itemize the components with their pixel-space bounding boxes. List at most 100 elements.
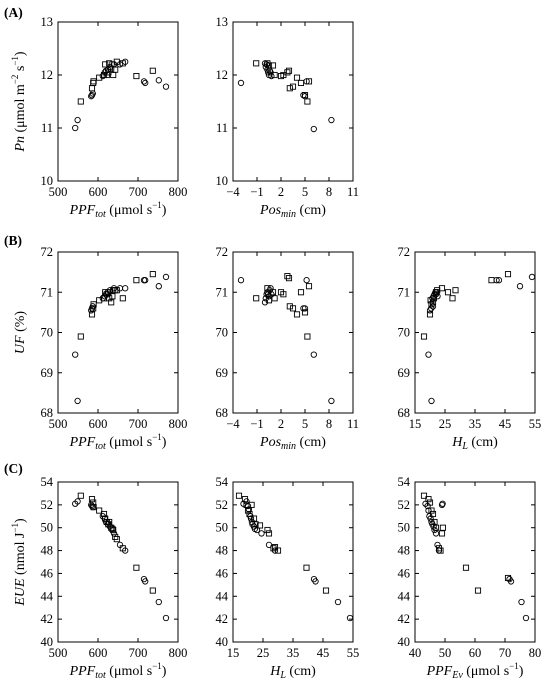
circle-marker xyxy=(162,614,170,622)
square-marker xyxy=(449,295,456,302)
circle-marker xyxy=(434,293,441,300)
y-tick-label: 50 xyxy=(398,521,411,535)
y-tick-label: 48 xyxy=(41,544,54,558)
circle-marker xyxy=(268,72,275,80)
y-axis-label: EUE (nmol J−1) xyxy=(10,518,28,607)
panel-label: (B) xyxy=(4,233,22,248)
x-tick-label: 55 xyxy=(529,417,542,431)
square-marker xyxy=(285,275,293,282)
x-tick-label: 60 xyxy=(469,646,482,660)
y-tick-label: 42 xyxy=(398,612,411,626)
square-marker xyxy=(269,62,277,69)
x-tick-label: 700 xyxy=(129,417,148,431)
square-marker xyxy=(90,499,97,506)
square-marker xyxy=(109,525,116,532)
x-tick-label: 35 xyxy=(287,646,300,660)
x-tick-label: 70 xyxy=(499,646,512,660)
square-marker xyxy=(246,510,253,518)
circle-marker xyxy=(155,283,162,290)
y-tick-label: 54 xyxy=(398,475,411,489)
y-tick-label: 54 xyxy=(216,475,229,489)
square-marker xyxy=(301,92,309,99)
circle-marker xyxy=(439,500,446,507)
circle-marker xyxy=(328,116,335,124)
x-tick-label: 25 xyxy=(257,646,270,660)
circle-marker xyxy=(268,291,275,298)
plot-frame xyxy=(57,251,179,414)
y-tick-label: 50 xyxy=(41,521,54,535)
square-marker xyxy=(108,299,115,306)
square-marker xyxy=(119,545,126,552)
x-tick-label: 600 xyxy=(89,417,108,431)
plot-frame xyxy=(232,251,354,414)
circle-marker xyxy=(310,125,317,133)
square-marker xyxy=(488,277,495,284)
y-tick-label: 12 xyxy=(41,68,54,82)
circle-marker xyxy=(425,351,432,358)
square-marker xyxy=(250,515,258,522)
y-tick-label: 72 xyxy=(41,245,54,259)
y-tick-label: 69 xyxy=(398,366,411,380)
square-marker xyxy=(241,496,249,503)
y-tick-label: 40 xyxy=(398,635,411,649)
circle-marker xyxy=(328,397,335,405)
square-marker xyxy=(269,289,277,296)
circle-marker xyxy=(155,77,162,84)
square-marker xyxy=(149,587,156,594)
plot-frame xyxy=(57,21,179,182)
circle-marker xyxy=(88,502,96,510)
y-tick-label: 68 xyxy=(398,406,411,420)
y-tick-label: 48 xyxy=(398,544,411,558)
x-axis-label: PPFtot (μmol s−1) xyxy=(69,200,167,220)
x-tick-label: −4 xyxy=(226,185,240,199)
x-tick-label: 2 xyxy=(278,417,284,431)
x-tick-label: 500 xyxy=(49,417,68,431)
square-marker xyxy=(149,67,156,74)
x-axis-label: PPFtot (μmol s−1) xyxy=(69,432,167,452)
square-marker xyxy=(90,78,97,85)
x-tick-label: 8 xyxy=(326,417,332,431)
square-marker xyxy=(504,271,512,278)
square-marker xyxy=(285,67,293,74)
x-tick-label: 15 xyxy=(227,646,240,660)
y-tick-label: 71 xyxy=(41,285,54,299)
square-marker xyxy=(90,305,97,312)
circle-marker xyxy=(237,277,245,284)
square-marker xyxy=(119,60,126,67)
square-marker xyxy=(431,518,438,526)
square-marker xyxy=(106,295,113,302)
x-tick-label: −1 xyxy=(250,417,263,431)
square-marker xyxy=(102,289,109,296)
square-marker xyxy=(293,311,301,318)
x-tick-label: 2 xyxy=(278,185,284,199)
square-marker xyxy=(235,492,243,499)
circle-marker xyxy=(429,303,437,310)
plot-frame xyxy=(414,481,536,643)
square-marker xyxy=(149,271,156,278)
square-marker xyxy=(303,564,310,571)
circle-marker xyxy=(265,541,273,549)
circle-marker xyxy=(432,530,440,537)
x-tick-label: 800 xyxy=(169,417,188,431)
square-marker xyxy=(420,333,428,340)
square-marker xyxy=(504,574,512,582)
circle-marker xyxy=(312,578,319,585)
square-marker xyxy=(286,85,293,92)
square-marker xyxy=(88,85,96,92)
plot-frame xyxy=(232,21,354,182)
square-marker xyxy=(426,311,434,318)
panel-label: (A) xyxy=(4,5,23,20)
x-tick-label: 11 xyxy=(347,417,359,431)
square-marker xyxy=(289,83,297,90)
square-marker xyxy=(444,289,452,296)
square-marker xyxy=(280,291,287,298)
square-marker xyxy=(474,587,482,594)
circle-marker xyxy=(522,614,530,622)
x-tick-label: 800 xyxy=(169,646,188,660)
plot-frame xyxy=(57,481,179,643)
scatter-panel: 500 600 700 800 40 42 44 46 48 50 52 54 PPFtot (μmol… xyxy=(10,475,187,681)
y-tick-label: 68 xyxy=(41,406,54,420)
square-marker xyxy=(102,515,109,522)
x-axis-label: Posmin (cm) xyxy=(259,435,326,452)
